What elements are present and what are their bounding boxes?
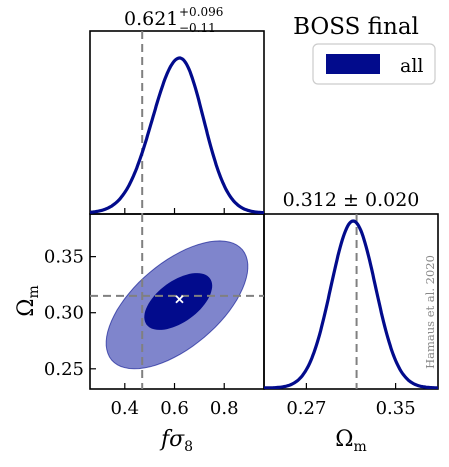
header-om-value: 0.312 ± 0.020: [283, 189, 420, 211]
xtick-label-fs8: 0.8: [210, 398, 239, 419]
credit-text: Hamaus et al. 2020: [423, 255, 437, 369]
ytick-label-om: 0.35: [44, 247, 84, 268]
posterior-curve-fs8: [90, 56, 264, 214]
xtick-label-om: 0.27: [286, 398, 326, 419]
posterior-curve-om: [264, 219, 438, 389]
best-fit-stroke-2: [175, 295, 184, 304]
ytick-label-om: 0.25: [44, 359, 84, 380]
best-fit-marker: [175, 295, 184, 304]
xtick-label-fs8: 0.4: [110, 398, 139, 419]
ytick-label-om: 0.30: [44, 303, 84, 324]
xlabel-fs8: fσ8: [159, 427, 193, 455]
xlabel-om: Ωm: [335, 427, 367, 455]
chart-title: BOSS final: [293, 14, 419, 40]
xtick-label-om: 0.35: [376, 398, 416, 419]
header-fs8-err-plus: +0.096: [179, 5, 223, 19]
legend-swatch-all: [326, 54, 380, 74]
legend: all: [312, 43, 436, 85]
tick-marks: [90, 208, 397, 389]
panel-om-posterior: [263, 213, 439, 390]
header-fs8-err-minus: −0.11: [179, 21, 216, 35]
header-fs8-value: 0.621: [124, 8, 178, 30]
legend-label-all: all: [400, 55, 423, 77]
ylabel-om: Ωm: [14, 285, 42, 317]
tick-labels: 0.4 0.6 0.8 0.27 0.35 0.25 0.30 0.35: [44, 247, 416, 419]
xtick-label-fs8: 0.6: [160, 398, 189, 419]
